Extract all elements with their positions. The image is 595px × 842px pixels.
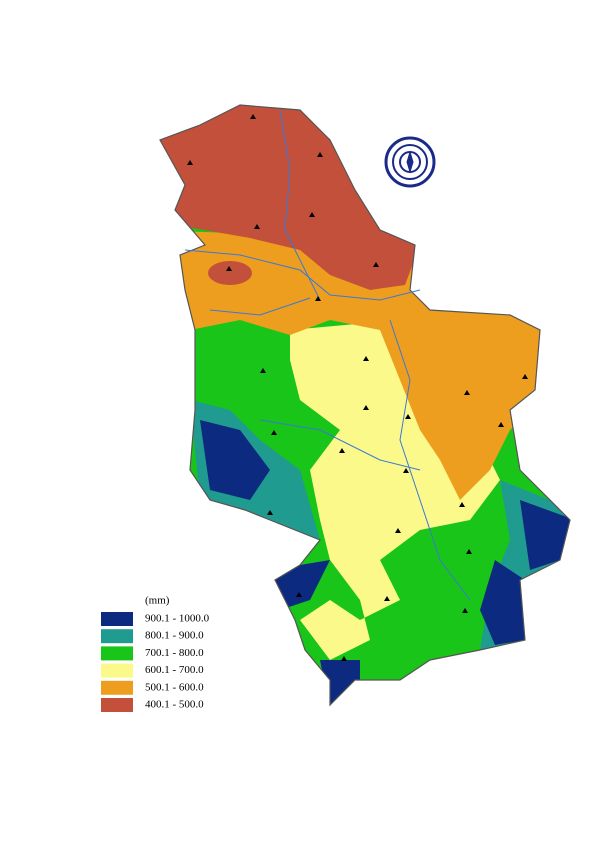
legend-swatch (101, 663, 133, 678)
legend-label: 800.1 - 900.0 (145, 630, 204, 642)
legend: (mm) 900.1 - 1000.0 800.1 - 900.0 700.1 - … (101, 595, 210, 712)
legend-label: 600.1 - 700.0 (145, 664, 204, 676)
legend-label: 400.1 - 500.0 (145, 699, 204, 711)
legend-title: (mm) (145, 595, 170, 607)
legend-label: 900.1 - 1000.0 (145, 613, 210, 625)
legend-label: 700.1 - 800.0 (145, 647, 204, 659)
legend-swatch (101, 646, 133, 661)
legend-label: 500.1 - 600.0 (145, 681, 204, 693)
border (159, 104, 571, 707)
rivers (184, 109, 471, 601)
legend-swatch (101, 680, 133, 695)
logo (384, 136, 436, 188)
legend-swatch (101, 698, 133, 712)
legend-swatch (101, 629, 133, 644)
legend-swatch (101, 612, 133, 626)
